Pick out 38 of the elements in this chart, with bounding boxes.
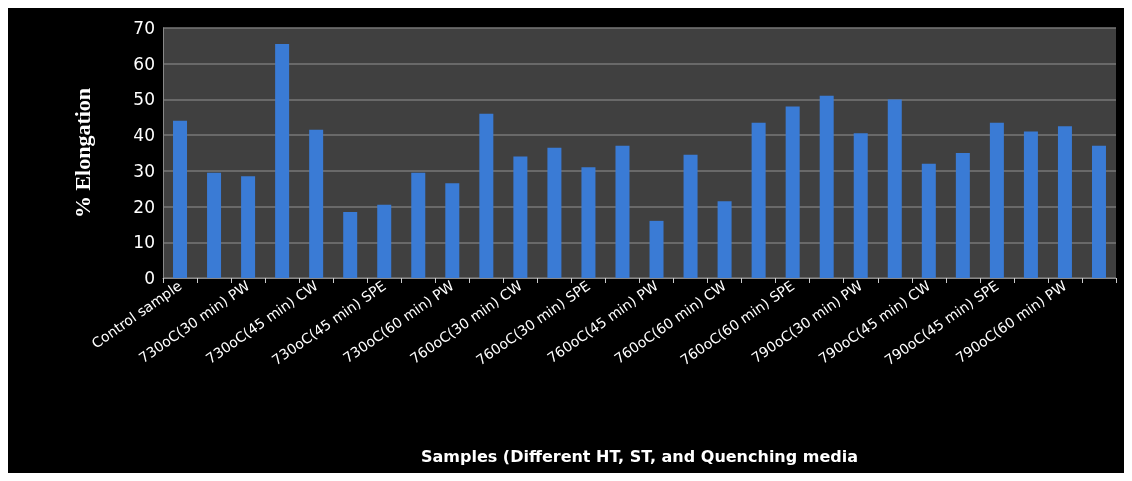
y-tick-label: 0	[144, 268, 155, 288]
bar	[241, 176, 256, 278]
bar	[887, 99, 902, 278]
bar	[547, 147, 562, 278]
y-tick-label: 40	[133, 125, 155, 146]
bar	[819, 95, 834, 278]
bar	[649, 220, 664, 278]
y-tick-label: 30	[133, 160, 155, 181]
bar	[581, 167, 596, 278]
bar	[955, 153, 970, 278]
bar	[377, 204, 392, 278]
bar	[785, 106, 800, 278]
bar	[445, 183, 460, 278]
bar	[1023, 131, 1038, 278]
bar	[921, 163, 936, 278]
bar	[343, 211, 358, 278]
y-tick-label: 60	[133, 53, 155, 74]
bar	[309, 129, 324, 278]
bar	[173, 120, 188, 278]
bar	[1057, 126, 1072, 278]
bar	[479, 113, 494, 278]
bar	[411, 172, 426, 278]
bar	[853, 133, 868, 278]
y-tick-label: 70	[133, 18, 155, 38]
bar	[615, 145, 630, 278]
bar	[275, 44, 290, 278]
x-axis-title: Samples (Different HT, ST, and Quenching media	[420, 446, 859, 466]
y-tick-label: 10	[133, 232, 155, 253]
bar	[513, 156, 528, 278]
bar	[1091, 145, 1106, 278]
bar	[989, 122, 1004, 278]
y-tick-label: 20	[133, 196, 155, 217]
bar	[207, 172, 222, 278]
bar	[717, 201, 732, 278]
bar	[683, 154, 698, 278]
bar	[751, 122, 766, 278]
y-axis-title: % Elongation	[69, 87, 95, 219]
y-tick-label: 50	[133, 89, 155, 110]
